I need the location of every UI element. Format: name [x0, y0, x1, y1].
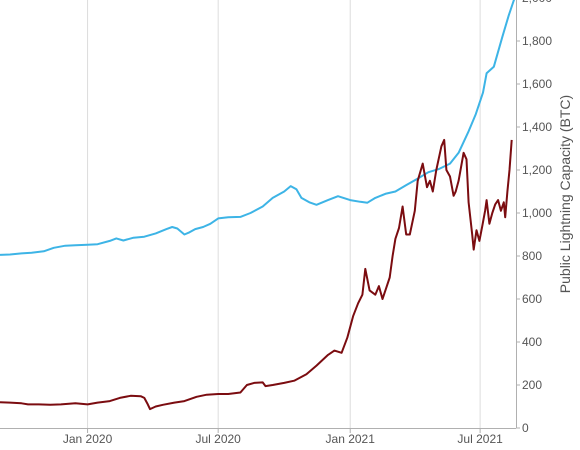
y-tick-label: 200 [522, 378, 542, 392]
x-gridlines [87, 0, 481, 428]
y-tick-label: 1,400 [522, 120, 552, 134]
x-ticks: Jan 2020 Jul 2020 Jan 2021 Jul 2021 [63, 428, 503, 446]
x-axis: Jan 2020 Jul 2020 Jan 2021 Jul 2021 [0, 428, 516, 446]
series-line-1 [0, 0, 515, 256]
y-axis-title: Public Lightning Capacity (BTC) [557, 95, 573, 293]
x-tick-label: Jul 2020 [195, 432, 241, 446]
y-tick-label: 2,000 [522, 0, 552, 5]
series-line-2 [0, 138, 513, 411]
y-tick-label: 400 [522, 335, 542, 349]
y-tick-label: 800 [522, 249, 542, 263]
x-tick-label: Jan 2020 [63, 432, 113, 446]
y-ticks: 0 200 400 600 800 1,000 1,200 1,400 1,600 1,800 2,… [516, 0, 552, 435]
y-tick-label: 1,200 [522, 163, 552, 177]
y-tick-label: 1,000 [522, 206, 552, 220]
x-tick-label: Jul 2021 [457, 432, 503, 446]
x-tick-label: Jan 2021 [326, 432, 376, 446]
y-axis: 0 200 400 600 800 1,000 1,200 1,400 1,600 1,800 2,… [516, 0, 552, 435]
y-tick-label: 600 [522, 292, 542, 306]
y-tick-label: 0 [522, 421, 529, 435]
y-tick-label: 1,600 [522, 77, 552, 91]
series-lines [0, 0, 515, 411]
y-tick-label: 1,800 [522, 34, 552, 48]
